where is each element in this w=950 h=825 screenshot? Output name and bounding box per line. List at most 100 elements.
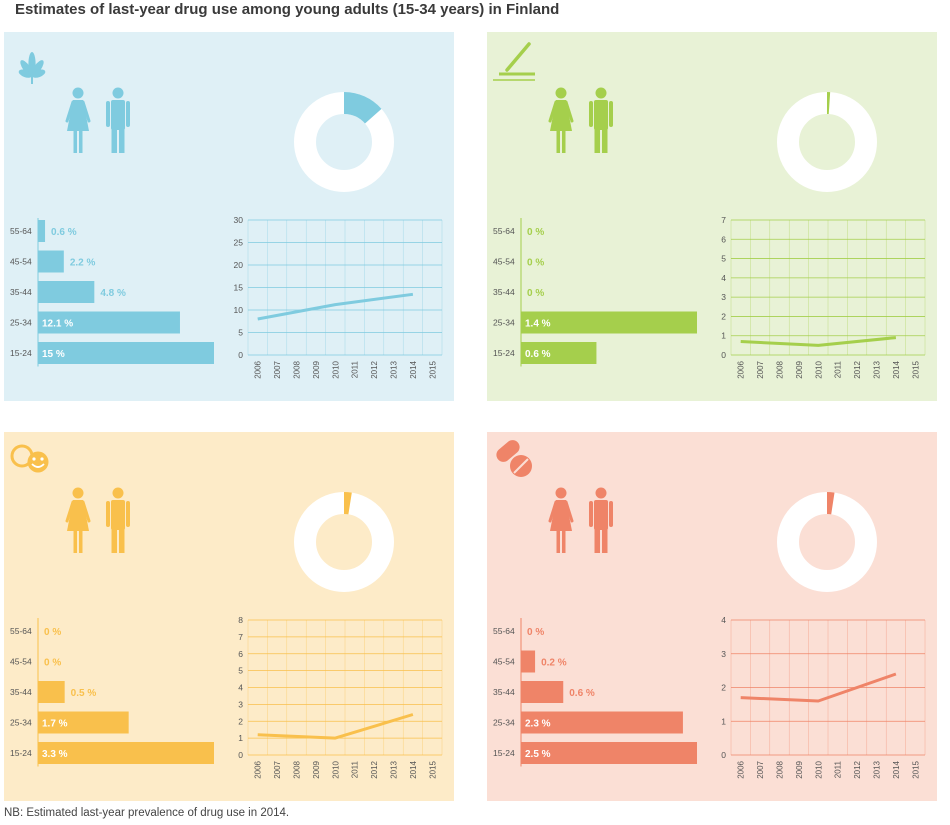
y-tick-label: 5	[238, 666, 243, 676]
age-bar	[521, 311, 697, 334]
age-bar-value: 0 %	[44, 627, 61, 638]
leaf-blade	[31, 69, 46, 78]
head	[72, 487, 84, 499]
x-tick-label: 2012	[370, 360, 379, 378]
leg	[119, 129, 125, 153]
age-bar-value: 0 %	[527, 288, 544, 299]
panel-graphics: 55-64 0 % 45-54 0.2 % 35-44 0.6 % 25-34 2.3 % 15…	[493, 440, 926, 779]
torso	[111, 100, 125, 130]
arm	[548, 100, 558, 123]
age-bar	[38, 281, 95, 303]
tablet-score	[513, 458, 529, 474]
age-bar	[38, 681, 65, 703]
age-bar	[521, 711, 683, 734]
female-figure-icon	[65, 87, 91, 153]
leg	[79, 131, 83, 153]
age-group-label: 55-64	[10, 626, 32, 636]
donut-track	[777, 92, 877, 192]
arm	[81, 100, 91, 123]
y-tick-label: 3	[238, 699, 243, 709]
head	[555, 87, 567, 99]
age-bar-value: 2.5 %	[525, 749, 551, 760]
x-tick-label: 2009	[795, 360, 804, 378]
y-tick-label: 3	[721, 649, 726, 659]
y-tick-label: 1	[721, 331, 726, 341]
age-bar	[38, 220, 46, 242]
arm	[106, 501, 110, 527]
y-tick-label: 4	[721, 273, 726, 283]
female-figure-icon	[65, 487, 91, 553]
trend-line	[257, 292, 414, 321]
head	[112, 487, 124, 499]
age-group-label: 45-54	[10, 657, 32, 667]
x-tick-label: 2008	[293, 760, 302, 778]
x-tick-label: 2011	[351, 760, 360, 778]
age-bar-value: 4.8 %	[100, 288, 126, 299]
y-tick-label: 0	[721, 750, 726, 760]
x-tick-label: 2010	[331, 760, 340, 778]
age-bar-value: 0.6 %	[525, 349, 551, 360]
male-figure-icon	[106, 87, 130, 153]
y-tick-label: 25	[234, 238, 244, 248]
leg	[602, 129, 608, 153]
eye	[40, 457, 44, 461]
x-tick-label: 2008	[776, 760, 785, 778]
age-group-label: 55-64	[493, 626, 515, 636]
leg	[73, 131, 77, 153]
arm	[65, 500, 75, 523]
age-bar-value: 2.3 %	[525, 719, 551, 730]
x-tick-label: 2007	[273, 760, 282, 778]
cannabis-leaf-icon	[18, 52, 46, 84]
arm	[564, 500, 574, 523]
x-tick-label: 2013	[873, 760, 882, 778]
y-tick-label: 4	[238, 683, 243, 693]
y-tick-label: 8	[238, 615, 243, 625]
panel-cocaine: 55-64 0 % 45-54 0 % 35-44 0 % 25-34 1.4 % 15-24 0…	[487, 32, 937, 401]
x-tick-label: 2014	[892, 360, 901, 378]
x-tick-label: 2006	[737, 760, 746, 778]
torso	[111, 500, 125, 530]
x-tick-label: 2010	[814, 760, 823, 778]
y-tick-label: 6	[721, 234, 726, 244]
x-tick-label: 2007	[756, 360, 765, 378]
head	[555, 487, 567, 499]
age-bar-value: 0.5 %	[71, 688, 97, 699]
leaf-blade	[18, 69, 33, 78]
y-tick-label: 10	[234, 305, 244, 315]
smile	[31, 463, 45, 468]
trend-line	[740, 336, 897, 347]
y-tick-label: 30	[234, 215, 244, 225]
age-bar-value: 0 %	[527, 627, 544, 638]
age-bar-value: 0.6 %	[569, 688, 595, 699]
arm	[65, 100, 75, 123]
x-tick-label: 2015	[428, 360, 437, 378]
capsule	[496, 440, 520, 462]
arm	[589, 501, 593, 527]
age-group-label: 35-44	[493, 687, 515, 697]
trend-line	[740, 672, 897, 703]
age-bar-value: 2.2 %	[70, 258, 96, 269]
age-bar-value: 0.6 %	[51, 227, 77, 238]
head	[112, 87, 124, 99]
cocaine-line-icon	[493, 42, 535, 81]
torso	[594, 100, 608, 130]
donut-segment	[343, 92, 382, 124]
age-bar	[38, 342, 214, 364]
trend-line	[257, 713, 414, 740]
x-tick-label: 2012	[370, 760, 379, 778]
arm	[106, 101, 110, 127]
age-group-label: 45-54	[10, 257, 32, 267]
x-tick-label: 2010	[331, 360, 340, 378]
donut-track	[777, 492, 877, 592]
x-tick-label: 2015	[428, 760, 437, 778]
head	[595, 487, 607, 499]
age-bar	[38, 311, 180, 334]
arm	[564, 100, 574, 123]
x-tick-label: 2013	[390, 760, 399, 778]
smiley-front	[27, 451, 49, 473]
leg	[111, 529, 117, 553]
x-tick-label: 2015	[911, 760, 920, 778]
panel-cannabis: 55-64 0.6 % 45-54 2.2 % 35-44 4.8 % 25-34 12.1 …	[4, 32, 454, 401]
donut-track	[294, 492, 394, 592]
y-tick-label: 0	[238, 750, 243, 760]
